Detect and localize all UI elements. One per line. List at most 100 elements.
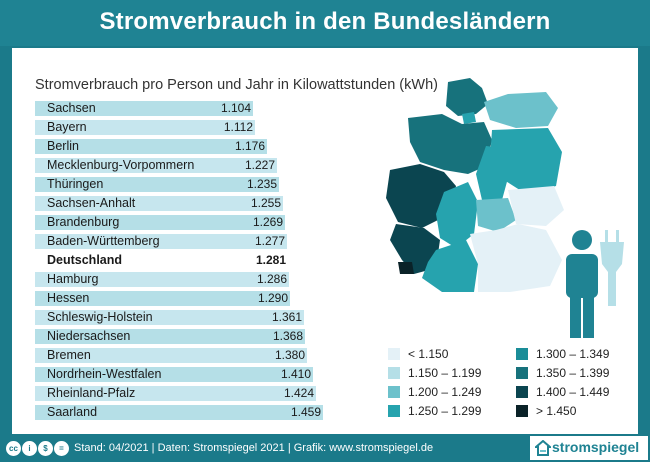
map-region-hessen xyxy=(436,182,478,248)
legend-label: 1.200 – 1.249 xyxy=(408,385,482,399)
brand-name: stromspiegel xyxy=(552,439,640,455)
bar-row: Baden-Württemberg 1.277 xyxy=(35,234,323,249)
bar-row: Hessen 1.290 xyxy=(35,291,323,306)
map-region-sachsen-anhalt xyxy=(476,146,508,200)
map-region-niedersachsen xyxy=(408,114,492,174)
legend-label: 1.300 – 1.349 xyxy=(536,347,610,361)
bar xyxy=(35,405,323,420)
bar-label: Bremen xyxy=(47,348,91,362)
bar-row: Berlin 1.176 xyxy=(35,139,323,154)
bar xyxy=(35,215,285,230)
bar xyxy=(35,348,307,363)
brand-logo: stromspiegel xyxy=(530,436,648,460)
bar-row: Niedersachsen 1.368 xyxy=(35,329,323,344)
bar-row: Rheinland-Pfalz 1.424 xyxy=(35,386,323,401)
map-region-baden-wuerttemberg xyxy=(422,240,478,292)
map-region-bayern xyxy=(470,224,562,292)
bar-row: Brandenburg 1.269 xyxy=(35,215,323,230)
bar xyxy=(35,367,313,382)
legend-label: > 1.450 xyxy=(536,404,577,418)
bar-label: Brandenburg xyxy=(47,215,120,229)
bar xyxy=(35,196,283,211)
bar-label: Sachsen-Anhalt xyxy=(47,196,136,210)
bar-label: Nordrhein-Westfalen xyxy=(47,367,162,381)
power-plug-icon xyxy=(600,230,624,306)
bar xyxy=(35,139,267,154)
person-icon xyxy=(566,230,598,338)
bar-label: Saarland xyxy=(47,405,98,419)
bar-value-label: 1.112 xyxy=(223,120,253,134)
bar-row: Schleswig-Holstein 1.361 xyxy=(35,310,323,325)
bar-label: Rheinland-Pfalz xyxy=(47,386,136,400)
bar xyxy=(35,386,316,401)
bar-row: Hamburg 1.286 xyxy=(35,272,323,287)
bar-value-label: 1.459 xyxy=(290,405,321,419)
bar-value-label: 1.410 xyxy=(280,367,311,381)
legend-label: 1.350 – 1.399 xyxy=(536,366,610,380)
bar-value-label: 1.255 xyxy=(250,196,281,210)
map-region-schleswig-holstein xyxy=(446,78,488,116)
bar-label: Thüringen xyxy=(47,177,104,191)
bar xyxy=(35,234,287,249)
legend-label: 1.400 – 1.449 xyxy=(536,385,610,399)
legend-swatch xyxy=(388,348,400,360)
bar-label: Hessen xyxy=(47,291,90,305)
map-region-mecklenburg-vorpommern xyxy=(484,92,558,128)
bar xyxy=(35,120,255,135)
chart-title: Stromverbrauch pro Person und Jahr in Ki… xyxy=(35,77,438,93)
bar-label: Baden-Württemberg xyxy=(47,234,160,248)
map-region-hamburg xyxy=(462,112,476,124)
cc-nc-icon: $ xyxy=(38,441,53,456)
germany-map xyxy=(386,78,564,292)
bar-value-label: 1.235 xyxy=(246,177,277,191)
map-region-sachsen xyxy=(508,186,564,226)
bar-value-label: 1.269 xyxy=(252,215,283,229)
legend-swatch xyxy=(388,405,400,417)
legend-label: 1.150 – 1.199 xyxy=(408,366,482,380)
page-title: Stromverbrauch in den Bundesländern xyxy=(99,8,551,35)
bar xyxy=(35,101,253,116)
bar-value-label: 1.286 xyxy=(256,272,287,286)
legend-label: < 1.150 xyxy=(408,347,449,361)
bar-value-label: 1.424 xyxy=(283,386,314,400)
cc-by-icon: i xyxy=(22,441,37,456)
legend-swatch xyxy=(516,348,528,360)
bar-row: Thüringen 1.235 xyxy=(35,177,323,192)
bar-value-label: 1.368 xyxy=(272,329,303,343)
bar-row: Saarland 1.459 xyxy=(35,405,323,420)
bar-value-label: 1.227 xyxy=(244,158,275,172)
legend-swatch xyxy=(516,367,528,379)
bar-row: Bayern 1.112 xyxy=(35,120,323,135)
bar-value-label: 1.361 xyxy=(271,310,302,324)
bar-row: Sachsen-Anhalt 1.255 xyxy=(35,196,323,211)
house-icon xyxy=(535,440,551,456)
bar xyxy=(35,177,279,192)
bar-row: Deutschland 1.281 xyxy=(35,253,323,268)
bar xyxy=(35,291,290,306)
legend-swatch xyxy=(516,386,528,398)
map-legend: < 1.150 1.150 – 1.199 1.200 – 1.249 1.250 –… xyxy=(388,347,628,423)
map-region-saarland xyxy=(398,262,414,274)
map-region-brandenburg xyxy=(490,128,562,194)
legend-label: 1.250 – 1.299 xyxy=(408,404,482,418)
legend-swatch xyxy=(388,386,400,398)
bar-value-label: 1.380 xyxy=(274,348,305,362)
bar-label: Deutschland xyxy=(47,253,123,267)
bar-value-label: 1.104 xyxy=(220,101,251,115)
bar-value-label: 1.281 xyxy=(255,253,286,267)
cc-nd-icon: = xyxy=(54,441,69,456)
bar-row: Bremen 1.380 xyxy=(35,348,323,363)
person-plug-illustration xyxy=(566,230,624,338)
bar xyxy=(35,329,305,344)
bar-label: Berlin xyxy=(47,139,79,153)
bar-row: Sachsen 1.104 xyxy=(35,101,323,116)
bar-value-label: 1.176 xyxy=(234,139,265,153)
bar xyxy=(35,310,304,325)
bar-label: Niedersachsen xyxy=(47,329,131,343)
bar-label: Bayern xyxy=(47,120,87,134)
map-region-thueringen xyxy=(476,198,516,232)
bar xyxy=(35,272,289,287)
bar-value-label: 1.290 xyxy=(257,291,288,305)
legend-swatch xyxy=(516,405,528,417)
map-region-rheinland-pfalz xyxy=(390,224,440,274)
